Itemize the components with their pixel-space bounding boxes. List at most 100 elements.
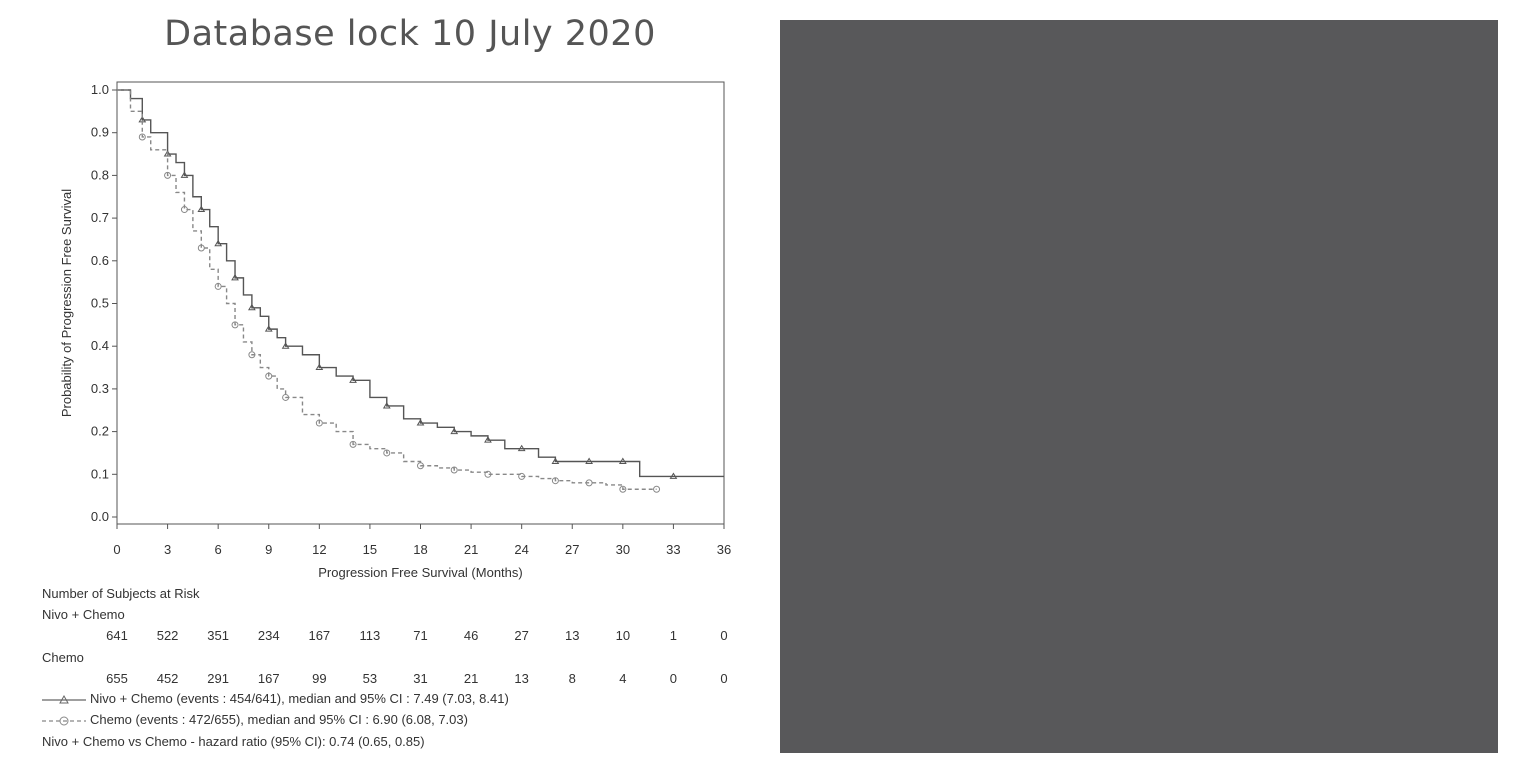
censor-marker (315, 363, 324, 371)
y-tick-label: 0.7 (91, 210, 109, 225)
risk-count: 4 (619, 671, 627, 686)
risk-count: 53 (362, 671, 378, 686)
legend-chemo: Chemo (events : 472/655), median and 95%… (90, 712, 468, 727)
y-axis: 0.0 0.1 0.2 0.3 0.4 0.5 0.6 0.7 0.8 0.9 1.0 (91, 82, 117, 524)
censor-marker (197, 205, 206, 213)
censor-marker (214, 282, 222, 290)
risk-group-label-nivo: Nivo + Chemo (42, 607, 125, 622)
chart-title: Database lock 10 July 2020 (164, 14, 656, 54)
risk-count: 21 (463, 671, 479, 686)
risk-count: 71 (413, 628, 428, 643)
risk-count: 31 (413, 671, 428, 686)
km-chart: 0.00.10.20.30.40.50.60.70.80.91.0 0 3 6 9 12… (59, 81, 731, 580)
plot-frame (116, 81, 725, 525)
censor-marker (450, 427, 459, 435)
x-tick-label: 36 (717, 542, 731, 557)
censor-marker (417, 462, 424, 470)
series-line-nivo-chemo (117, 89, 724, 478)
y-tick-label: 0.3 (91, 381, 109, 396)
censor-marker (669, 472, 678, 479)
censor-marker (518, 472, 526, 480)
censor-marker (450, 466, 458, 474)
censor-marker (265, 372, 273, 380)
y-tick-label: 0.5 (91, 296, 109, 311)
risk-group-label-chemo: Chemo (42, 650, 84, 665)
risk-count: 167 (257, 671, 280, 686)
risk-count: 27 (514, 628, 529, 643)
censor-marker (349, 376, 357, 383)
y-tick-label: 0.9 (91, 125, 109, 140)
risk-count: 291 (207, 671, 230, 686)
legend-line-nivo (42, 694, 86, 704)
risk-count: 167 (308, 628, 331, 643)
risk-count: 46 (463, 628, 479, 643)
risk-count: 113 (359, 628, 381, 643)
x-tick-label: 21 (464, 542, 478, 557)
risk-table-header: Number of Subjects at Risk (42, 586, 200, 601)
x-tick-label: 0 (113, 542, 120, 557)
y-tick-label: 0.2 (91, 424, 109, 439)
y-tick-label: 0.0 (91, 509, 109, 524)
legend-nivo: Nivo + Chemo (events : 454/641), median … (90, 691, 509, 706)
x-axis: 0 3 6 9 12 15 18 21 24 27 30 33 36 (113, 524, 731, 557)
y-axis-label: Probability of Progression Free Survival (59, 189, 74, 417)
risk-count: 13 (514, 671, 529, 686)
censor-marker (517, 444, 526, 452)
risk-count: 8 (568, 671, 576, 686)
y-tick-label: 0.4 (91, 338, 109, 353)
x-tick-label: 6 (215, 542, 222, 557)
censor-marker (619, 485, 627, 493)
censor-marker (164, 171, 172, 179)
y-tick-label: 1.0 (91, 82, 109, 97)
x-tick-label: 9 (265, 542, 272, 557)
risk-count: 1 (669, 628, 678, 643)
censor-marker (248, 351, 256, 359)
risk-count: 0 (669, 671, 678, 686)
censor-marker (349, 440, 357, 448)
risk-count: 452 (156, 671, 179, 686)
x-tick-label: 27 (565, 542, 579, 557)
risk-count: 10 (615, 628, 631, 643)
censor-marker (180, 171, 189, 178)
series-line-chemo (117, 89, 657, 490)
censor-marker (180, 206, 188, 214)
x-tick-label: 18 (413, 542, 427, 557)
censor-marker (138, 133, 146, 141)
censor-marker (197, 244, 205, 252)
censor-marker (264, 325, 273, 332)
y-tick-label: 0.6 (91, 253, 109, 268)
censor-marker (416, 419, 425, 426)
censor-marker (315, 419, 323, 427)
x-tick-label: 33 (666, 542, 680, 557)
censor-marker (282, 393, 290, 401)
censor-marker (214, 239, 223, 247)
blank-panel (780, 20, 1498, 753)
censor-marker (281, 342, 290, 349)
censor-marker (653, 485, 661, 493)
x-tick-label: 15 (363, 542, 377, 557)
censor-marker (248, 303, 256, 311)
survival-curves (117, 89, 724, 493)
risk-count: 351 (207, 628, 230, 643)
risk-count: 0 (720, 628, 728, 643)
censor-marker (618, 457, 627, 464)
risk-count: 522 (156, 628, 179, 643)
risk-count: 641 (106, 628, 128, 643)
risk-count: 0 (720, 671, 728, 686)
legend-hazard-ratio: Nivo + Chemo vs Chemo - hazard ratio (95… (42, 734, 425, 749)
risk-count: 99 (312, 671, 327, 686)
y-tick-label: 0.8 (91, 167, 109, 182)
x-tick-label: 24 (514, 542, 528, 557)
risk-count: 234 (257, 628, 280, 643)
censor-marker (484, 470, 492, 478)
censor-marker (163, 150, 172, 157)
legend-line-chemo (42, 716, 86, 726)
censor-marker (382, 402, 391, 409)
censor-marker (383, 449, 391, 457)
x-tick-label: 3 (164, 542, 171, 557)
censor-marker (231, 321, 239, 329)
x-tick-label: 12 (312, 542, 326, 557)
censor-marker (231, 273, 239, 281)
risk-count: 13 (565, 628, 580, 643)
risk-count: 655 (106, 671, 128, 686)
